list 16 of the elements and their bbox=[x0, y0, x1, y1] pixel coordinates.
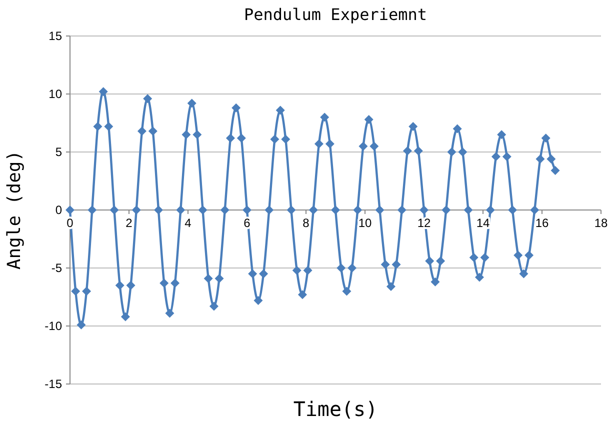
x-axis-title: Time(s) bbox=[293, 397, 378, 421]
x-tick-label: 8 bbox=[302, 216, 310, 230]
x-tick-label: 10 bbox=[358, 216, 372, 230]
y-tick-label: -10 bbox=[44, 319, 62, 334]
y-tick-label: 10 bbox=[48, 87, 62, 102]
y-tick-label: -15 bbox=[44, 377, 62, 392]
x-tick-label: 16 bbox=[535, 216, 549, 230]
x-tick-label: 4 bbox=[184, 216, 192, 230]
x-tick-label: 2 bbox=[126, 216, 133, 230]
y-tick-label: 5 bbox=[55, 145, 62, 160]
y-axis-title: Angle (deg) bbox=[4, 150, 25, 270]
y-tick-label: -5 bbox=[51, 261, 62, 276]
y-tick-label: 15 bbox=[48, 29, 62, 44]
chart-title: Pendulum Experiemnt bbox=[244, 5, 428, 24]
x-tick-label: 18 bbox=[594, 216, 608, 230]
y-tick-label: 0 bbox=[55, 203, 62, 218]
